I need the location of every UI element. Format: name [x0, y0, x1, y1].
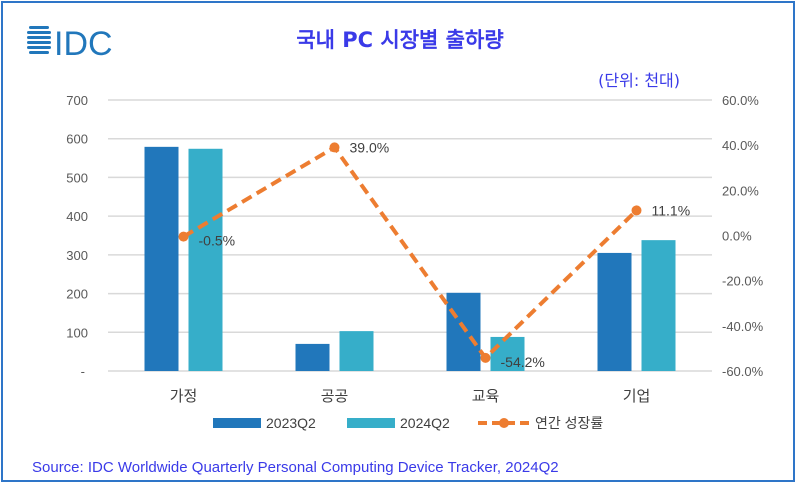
growth-point — [329, 142, 340, 153]
bar-2023q2 — [597, 252, 632, 371]
bar-2023q2 — [446, 292, 481, 371]
legend-label-2023q2: 2023Q2 — [266, 415, 316, 431]
y-right-tick: -60.0% — [722, 364, 764, 379]
legend-swatch-2023q2 — [213, 418, 261, 428]
legend-label-2024q2: 2024Q2 — [400, 415, 450, 431]
y-right-tick: -40.0% — [722, 319, 764, 334]
category-label: 가정 — [170, 388, 198, 405]
growth-data-label: 11.1% — [652, 202, 691, 218]
growth-point — [480, 352, 491, 363]
chart-title: 국내 PC 시장별 출하량 — [296, 28, 503, 52]
growth-point — [631, 205, 642, 216]
idc-logo: IDC — [27, 25, 113, 63]
y-right-tick: 40.0% — [722, 138, 759, 153]
y-right-tick: -20.0% — [722, 274, 764, 289]
growth-data-label: -0.5% — [199, 233, 236, 249]
y-left-tick: 100 — [66, 325, 88, 340]
growth-data-label: 39.0% — [350, 139, 390, 155]
bar-2024q2 — [339, 331, 374, 371]
category-label: 기업 — [623, 388, 651, 405]
y-right-tick: 60.0% — [722, 93, 759, 108]
y-right-tick: 20.0% — [722, 183, 759, 198]
bar-2024q2 — [188, 148, 223, 371]
y-left-tick: 700 — [66, 93, 88, 108]
y-left-tick: 300 — [66, 248, 88, 263]
y-left-tick: 400 — [66, 209, 88, 224]
category-label: 공공 — [321, 388, 349, 405]
bar-2023q2 — [144, 146, 179, 371]
unit-label: (단위: 천대) — [598, 71, 680, 90]
growth-line — [182, 144, 638, 361]
svg-text:IDC: IDC — [54, 25, 113, 63]
y-left-tick: 200 — [66, 287, 88, 302]
legend-swatch-2024q2 — [347, 418, 395, 428]
growth-point — [178, 231, 189, 242]
legend-label-growth: 연간 성장률 — [535, 415, 603, 431]
legend: 2023Q2 2024Q2 연간 성장률 — [213, 415, 603, 431]
y-left-tick: 500 — [66, 170, 88, 185]
y-right-tick: 0.0% — [722, 229, 752, 244]
bar-2024q2 — [490, 336, 525, 371]
growth-data-label: -54.2% — [501, 354, 545, 370]
bar-2023q2 — [295, 343, 330, 371]
y-left-tick: - — [81, 364, 85, 379]
category-label: 교육 — [472, 388, 500, 405]
source-note: Source: IDC Worldwide Quarterly Personal… — [32, 459, 559, 476]
y-left-tick: 600 — [66, 132, 88, 147]
bar-2024q2 — [641, 240, 676, 371]
